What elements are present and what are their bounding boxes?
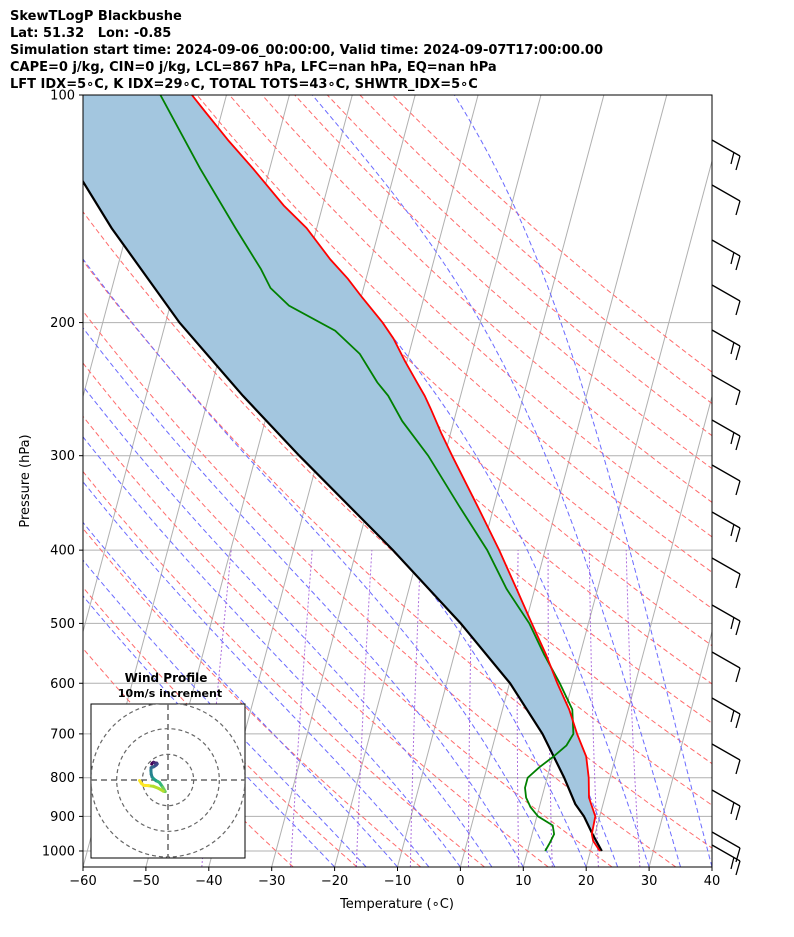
x-tick-label: 0 (456, 874, 464, 889)
isotherm-line (459, 95, 668, 867)
isotherm-line (585, 394, 712, 867)
wind-barb (711, 604, 741, 636)
y-tick-label: 400 (50, 544, 75, 559)
moist-adiabat (83, 559, 367, 867)
dry-adiabat (83, 116, 712, 724)
y-tick-label: 200 (50, 316, 75, 331)
moist-adiabat (83, 258, 556, 867)
wind-barb (711, 557, 741, 589)
mixing-ratio-line (625, 550, 641, 867)
x-tick-label: −30 (258, 874, 285, 889)
dry-adiabat (98, 95, 712, 685)
hodograph-plot (91, 704, 245, 858)
dry-adiabat (83, 310, 677, 867)
hodograph-segment (138, 779, 143, 785)
mixing-ratio-line (409, 550, 422, 867)
x-axis-label: Temperature (∘C) (339, 897, 454, 912)
y-axis-label: Pressure (hPa) (18, 434, 33, 527)
moist-adiabat (453, 95, 712, 867)
wind-barb (711, 743, 741, 775)
mixing-ratio-line (290, 550, 313, 867)
wind-barb (711, 284, 741, 316)
hodograph-subtitle: 10m/s increment (118, 687, 222, 700)
y-tick-label: 100 (50, 89, 75, 104)
moist-adiabat (83, 521, 398, 867)
isotherm-line (397, 95, 605, 867)
isotherm-line (83, 95, 102, 164)
dry-adiabat (83, 163, 712, 765)
dry-adiabat (83, 647, 294, 867)
dry-adiabat (83, 415, 549, 867)
y-tick-label: 600 (50, 677, 75, 692)
wind-barbs (711, 139, 741, 876)
moist-adiabat (189, 95, 650, 867)
wind-barb (711, 844, 741, 876)
wind-barb (711, 511, 741, 543)
temperature-line (191, 95, 601, 852)
x-tick-label: −10 (384, 874, 411, 889)
mixing-ratio-line (468, 550, 474, 867)
mixing-ratio-line (588, 550, 599, 867)
dry-adiabat (164, 95, 712, 610)
x-tick-label: −60 (69, 874, 96, 889)
wind-barb (711, 697, 741, 729)
dry-adiabat (326, 95, 712, 437)
wind-barb (711, 651, 741, 683)
wind-barb (711, 329, 741, 361)
x-tick-label: −50 (132, 874, 159, 889)
chart-title: SkewTLogP Blackbushe (10, 9, 182, 24)
axes: −60 −50 −40 −30 −20 −10 0 10 20 30 40 100 200 300 400 5… (42, 89, 720, 890)
dry-adiabat (229, 95, 712, 538)
profile-lines (83, 95, 603, 852)
dry-adiabat (83, 260, 712, 849)
x-tick-label: 20 (578, 874, 595, 889)
wind-profile-inset (90, 703, 246, 859)
location-text: Lat: 51.32 Lon: -0.85 (10, 26, 172, 41)
cape-text: CAPE=0 j/kg, CIN=0 j/kg, LCL=867 hPa, LF… (10, 60, 497, 75)
wind-barb (711, 139, 741, 171)
x-tick-label: 30 (641, 874, 658, 889)
dry-adiabat (196, 95, 712, 573)
indices-text: LFT IDX=5∘C, K IDX=29∘C, TOTAL TOTS=43∘C… (10, 77, 478, 92)
wind-barb (711, 374, 741, 406)
y-tick-label: 1000 (42, 844, 75, 859)
parcel-profile-line (83, 179, 603, 852)
moist-adiabat (83, 327, 524, 867)
cape-cin-area (83, 95, 602, 851)
dry-adiabat (83, 586, 358, 867)
x-tick-label: 40 (704, 874, 721, 889)
time-text: Simulation start time: 2024-09-06_00:00:… (10, 43, 603, 58)
cape-shading (83, 95, 602, 851)
moist-adiabat (83, 480, 430, 867)
x-tick-label: −20 (321, 874, 348, 889)
wind-barb (711, 184, 741, 216)
mixing-ratio-line (355, 550, 373, 867)
chart-header: SkewTLogP Blackbushe Lat: 51.32 Lon: -0.… (10, 8, 603, 93)
x-tick-label: 10 (515, 874, 532, 889)
x-tick-label: −40 (195, 874, 222, 889)
dewpoint-line (159, 95, 575, 852)
hodograph-title: Wind Profile (125, 671, 208, 685)
dry-adiabat (83, 362, 613, 867)
isotherm-line (648, 629, 712, 867)
wind-barb (711, 419, 741, 451)
wind-barb (711, 239, 741, 271)
moist-adiabat (96, 95, 619, 867)
moist-adiabat (83, 436, 461, 867)
y-tick-label: 900 (50, 810, 75, 825)
mixing-ratio-line (516, 550, 520, 867)
wind-barb (711, 789, 741, 821)
y-tick-label: 800 (50, 771, 75, 786)
moist-adiabat (83, 385, 493, 867)
y-tick-label: 300 (50, 449, 75, 464)
moist-adiabat (83, 595, 335, 867)
y-tick-label: 500 (50, 617, 75, 632)
wind-barb (711, 464, 741, 496)
y-tick-label: 700 (50, 727, 75, 742)
